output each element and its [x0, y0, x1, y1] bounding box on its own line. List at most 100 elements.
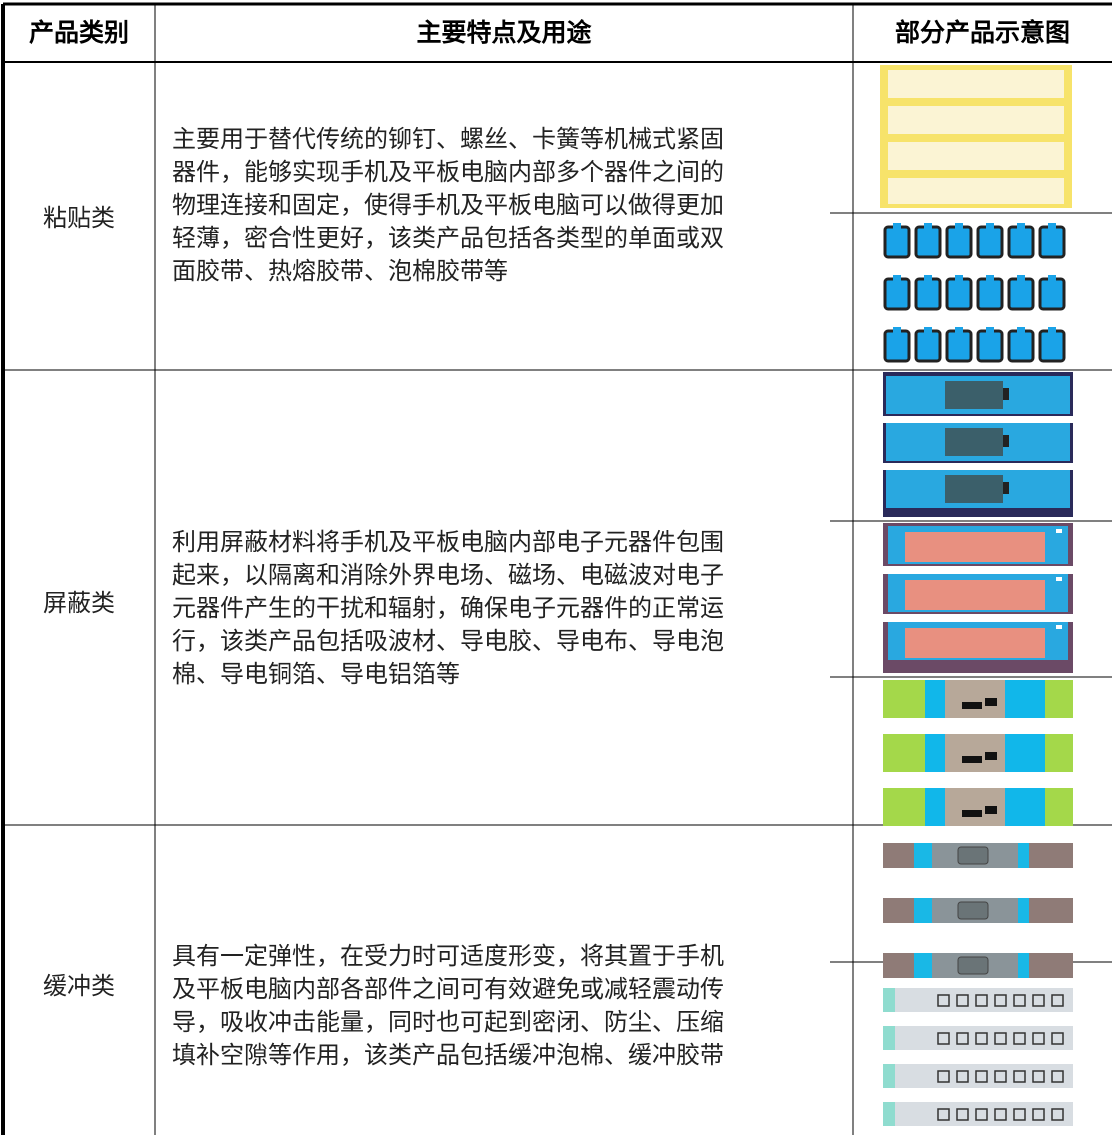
image-shape — [1051, 1070, 1064, 1083]
description: 主要用于替代传统的铆钉、螺丝、卡簧等机械式紧固 器件，能够实现手机及平板电脑内部多… — [172, 124, 842, 289]
image-shape — [883, 566, 1073, 574]
description-line: 行，该类产品包括吸波材、导电胶、导电布、导电泡 — [172, 629, 724, 655]
image-shape — [1013, 994, 1026, 1007]
description-line: 利用屏蔽材料将手机及平板电脑内部电子元器件包围 — [172, 530, 724, 556]
image-shape — [1003, 482, 1009, 494]
image-shape — [976, 277, 1004, 311]
image-shape — [937, 1032, 950, 1045]
description-line: 主要用于替代传统的铆钉、螺丝、卡簧等机械式紧固 — [172, 127, 724, 153]
image-shape — [1003, 435, 1009, 447]
image-shape — [1017, 327, 1025, 333]
header-cell: 产品类别 — [28, 20, 129, 47]
description-line: 起来，以隔离和消除外界电场、磁场、电磁波对电子 — [172, 563, 724, 589]
description-line: 具有一定弹性，在受力时可适度形变，将其置于手机 — [172, 944, 724, 970]
image-shape — [962, 756, 982, 763]
header-cell: 主要特点及用途 — [416, 20, 592, 47]
image-shape — [1007, 225, 1035, 259]
description-line: 轻薄，密合性更好，该类产品包括各类型的单面或双 — [172, 226, 724, 252]
image-shape — [883, 329, 911, 363]
image-shape — [914, 329, 942, 363]
image-shape — [945, 329, 973, 363]
image-shape — [1013, 1032, 1026, 1045]
image-shape — [905, 580, 1045, 610]
image-shape — [986, 275, 994, 281]
image-shape — [883, 1064, 1073, 1088]
description-line: 器件，能够实现手机及平板电脑内部多个器件之间的 — [172, 160, 724, 186]
image-shape — [994, 1070, 1007, 1083]
description-line: 棉、导电铜箔、导电铝箔等 — [172, 662, 460, 688]
image-shape — [985, 698, 997, 706]
image-shape — [1051, 1108, 1064, 1121]
description: 利用屏蔽材料将手机及平板电脑内部电子元器件包围 起来，以隔离和消除外界电场、磁场、… — [172, 527, 842, 692]
image-shape — [1038, 225, 1066, 259]
category: 屏蔽类 — [43, 591, 115, 617]
image-shape — [1048, 327, 1056, 333]
image-shape — [893, 275, 901, 281]
image-shape — [1056, 577, 1062, 581]
image-shape — [1056, 529, 1062, 533]
description-line: 面胶带、热熔胶带、泡棉胶带等 — [172, 259, 508, 285]
image-shape — [937, 1070, 950, 1083]
description-line: 填补空隙等作用，该类产品包括缓冲泡棉、缓冲胶带 — [172, 1043, 724, 1069]
image-shape — [1032, 1070, 1045, 1083]
image-shape — [1032, 1032, 1045, 1045]
image-shape — [956, 1070, 969, 1083]
image-shape — [1013, 1108, 1026, 1121]
image-shape — [893, 223, 901, 229]
image-shape — [924, 275, 932, 281]
image-shape — [1038, 329, 1066, 363]
image-shape — [985, 752, 997, 760]
image-shape — [945, 428, 1003, 456]
image-shape — [1038, 277, 1066, 311]
image-shape — [883, 1102, 895, 1126]
image-shape — [883, 1026, 895, 1050]
image-shape — [905, 532, 1045, 562]
image-shape — [1051, 994, 1064, 1007]
image-shape — [883, 988, 1073, 1012]
image-shape — [937, 994, 950, 1007]
image-shape — [883, 416, 1073, 423]
description-line: 物理连接和固定，使得手机及平板电脑可以做得更加 — [172, 193, 724, 219]
image-shape — [957, 846, 989, 865]
image-shape — [955, 275, 963, 281]
description-line: 元器件产生的干扰和辐射，确保电子元器件的正常运 — [172, 596, 724, 622]
category: 缓冲类 — [43, 974, 115, 1000]
image-shape — [986, 327, 994, 333]
product-images — [880, 65, 1073, 1126]
image-shape — [883, 614, 1073, 622]
image-shape — [883, 463, 1073, 470]
description: 具有一定弹性，在受力时可适度形变，将其置于手机 及平板电脑内部各部件之间可有效避免… — [172, 941, 842, 1073]
image-shape — [1017, 275, 1025, 281]
image-shape — [994, 1108, 1007, 1121]
image-shape — [1056, 625, 1062, 629]
image-shape — [945, 475, 1003, 503]
image-shape — [1032, 994, 1045, 1007]
image-shape — [914, 225, 942, 259]
image-shape — [914, 277, 942, 311]
image-shape — [976, 329, 1004, 363]
image-shape — [1007, 329, 1035, 363]
image-shape — [883, 1064, 895, 1088]
image-shape — [975, 1108, 988, 1121]
image-shape — [1051, 1032, 1064, 1045]
image-shape — [957, 956, 989, 975]
header-cell: 部分产品示意图 — [894, 20, 1070, 47]
image-shape — [975, 1070, 988, 1083]
image-shape — [883, 225, 911, 259]
image-shape — [883, 277, 911, 311]
image-shape — [975, 994, 988, 1007]
image-shape — [1017, 223, 1025, 229]
image-shape — [962, 810, 982, 817]
image-shape — [1003, 388, 1009, 400]
image-shape — [955, 327, 963, 333]
image-shape — [1032, 1108, 1045, 1121]
image-shape — [957, 901, 989, 920]
image-shape — [975, 1032, 988, 1045]
image-shape — [945, 277, 973, 311]
category: 粘贴类 — [43, 206, 115, 232]
image-shape — [883, 988, 895, 1012]
image-shape — [985, 806, 997, 814]
image-shape — [905, 628, 1045, 658]
